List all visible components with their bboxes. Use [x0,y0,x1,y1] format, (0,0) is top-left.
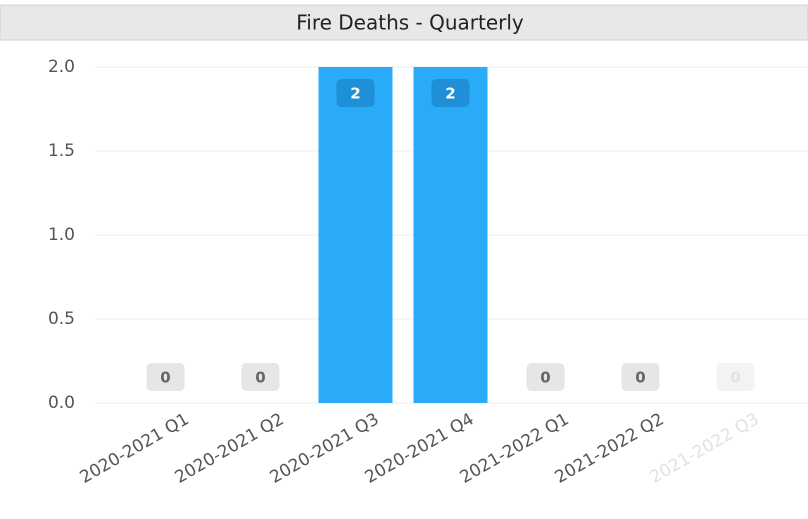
value-badge [431,79,470,107]
value-badge [526,363,565,391]
y-tick-label: 0.5 [48,309,75,329]
value-label: 2 [350,85,360,103]
value-label: 0 [540,369,550,387]
value-label: 0 [635,369,645,387]
y-tick-label: 1.0 [48,225,75,245]
value-badge [146,363,185,391]
value-label: 2 [445,85,455,103]
title-bar [0,4,808,41]
value-badge [716,363,755,391]
y-tick-label: 1.5 [48,141,75,161]
y-tick-label: 2.0 [48,57,75,77]
chart-title: Fire Deaths - Quarterly [296,11,524,35]
bar [413,67,488,403]
value-badge [336,79,375,107]
value-badge [241,363,280,391]
value-label: 0 [255,369,265,387]
y-tick-label: 0.0 [48,393,75,413]
bar [318,67,393,403]
value-badge [621,363,660,391]
value-label: 0 [730,369,740,387]
value-label: 0 [160,369,170,387]
